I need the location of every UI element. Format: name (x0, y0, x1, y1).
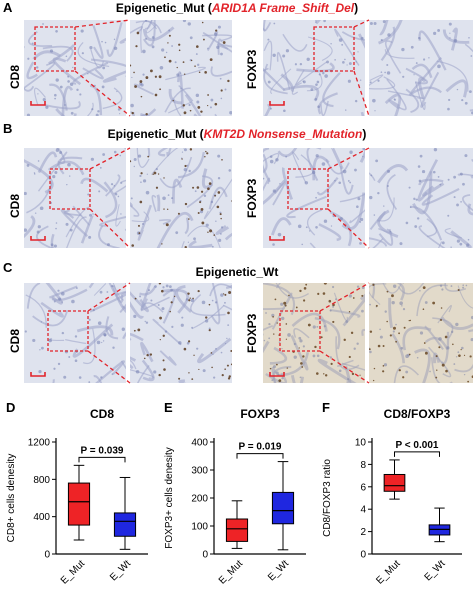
panel-label-a: A (3, 0, 13, 15)
stain-label-a-cd8: CD8 (8, 64, 22, 89)
y-tick-label: 0 (44, 550, 50, 561)
y-axis-label: CD8+ cells denesity (6, 454, 17, 543)
chart-e: E FOXP3 FOXP3+ cells denesity 0 100 200 300 400… (158, 398, 318, 593)
box-e-mut (67, 482, 91, 526)
significance-bracket (236, 453, 284, 459)
p-value-annotation: P = 0.039 (81, 445, 124, 456)
significance-bracket (394, 451, 440, 457)
x-tick-label: E_Mut (374, 558, 402, 586)
stain-label-b-cd8: CD8 (8, 193, 22, 218)
y-tick-label: 2 (360, 527, 366, 538)
tissue-texture (24, 148, 126, 248)
y-tick-label: 400 (33, 512, 50, 523)
panel-b-title: Epigenetic_Mut (KMT2D Nonsense_Mutation) (107, 127, 367, 141)
y-axis-label: CD8/FOXP3 ratio (322, 459, 333, 537)
chart-title: CD8/FOXP3 (384, 407, 451, 421)
panel-a-title: Epigenetic_Mut (ARID1A Frame_Shift_Del) (115, 1, 359, 15)
panel-label-b: B (3, 121, 13, 136)
stain-label-a-foxp3: FOXP3 (245, 49, 259, 89)
y-tick-label: 10 (355, 438, 367, 449)
significance-bracket (78, 456, 126, 463)
chart-title: CD8 (90, 407, 114, 421)
tissue-texture (263, 148, 365, 248)
panel-a-foxp3-zoom-image (369, 20, 473, 116)
tissue-texture (24, 20, 126, 116)
tissue-texture (369, 20, 473, 116)
stain-label-c-cd8: CD8 (8, 328, 22, 353)
tissue-texture (24, 283, 126, 383)
tissue-texture (369, 283, 473, 383)
panel-c-foxp3-overview-image (263, 283, 365, 383)
y-tick-label: 1200 (28, 438, 51, 449)
p-value-annotation: P = 0.019 (239, 442, 282, 453)
y-tick-label: 0 (360, 550, 366, 561)
box-e-wt (271, 491, 295, 525)
panel-label: E (164, 400, 173, 415)
tissue-texture (130, 148, 232, 248)
panel-label: D (6, 400, 15, 415)
y-tick-label: 0 (202, 550, 208, 561)
panel-c-title: Epigenetic_Wt (195, 265, 279, 279)
y-axis-label: FOXP3+ cells denesity (164, 447, 175, 548)
x-tick-label: E_Mut (59, 558, 87, 586)
chart-title: FOXP3 (240, 407, 280, 421)
y-tick-label: 800 (33, 475, 50, 486)
p-value-annotation: P < 0.001 (396, 440, 439, 451)
x-tick-label: E_Wt (108, 558, 133, 583)
chart-f: F CD8/FOXP3 CD8/FOXP3 ratio 0 2 4 6 8 10 E_Mut E_W… (316, 398, 474, 593)
tissue-texture (369, 148, 473, 248)
chart-d: D CD8 CD8+ cells denesity 0 400 800 1200 E_Mut E… (0, 398, 160, 593)
panel-c-cd8-overview-image (24, 283, 126, 383)
panel-b-foxp3-overview-image (263, 148, 365, 248)
x-tick-label: E_Wt (423, 558, 448, 583)
tissue-texture (130, 283, 232, 383)
box-e-wt (113, 512, 137, 537)
panel-c-foxp3-zoom-image (369, 283, 473, 383)
x-tick-label: E_Mut (217, 558, 245, 586)
panel-b-foxp3-zoom-image (369, 148, 473, 248)
panel-b-cd8-overview-image (24, 148, 126, 248)
x-tick-label: E_Wt (266, 558, 291, 583)
tissue-texture (263, 20, 365, 116)
panel-a-cd8-zoom-image (130, 20, 232, 116)
stain-label-b-foxp3: FOXP3 (245, 178, 259, 218)
panel-b-cd8-zoom-image (130, 148, 232, 248)
box-e-mut (383, 473, 406, 492)
panel-label-c: C (3, 260, 13, 275)
y-tick-label: 6 (360, 482, 366, 493)
y-tick-label: 8 (360, 460, 366, 471)
box-e-mut (225, 518, 249, 542)
panel-a-cd8-overview-image (24, 20, 126, 116)
tissue-texture (130, 20, 232, 116)
y-tick-label: 200 (191, 494, 208, 505)
panel-a-foxp3-overview-image (263, 20, 365, 116)
panel-c-cd8-zoom-image (130, 283, 232, 383)
tissue-texture (263, 283, 365, 383)
y-tick-label: 4 (360, 505, 366, 516)
stain-label-c-foxp3: FOXP3 (245, 313, 259, 353)
panel-label: F (322, 400, 330, 415)
y-tick-label: 300 (191, 466, 208, 477)
y-tick-label: 400 (191, 438, 208, 449)
y-tick-label: 100 (191, 522, 208, 533)
